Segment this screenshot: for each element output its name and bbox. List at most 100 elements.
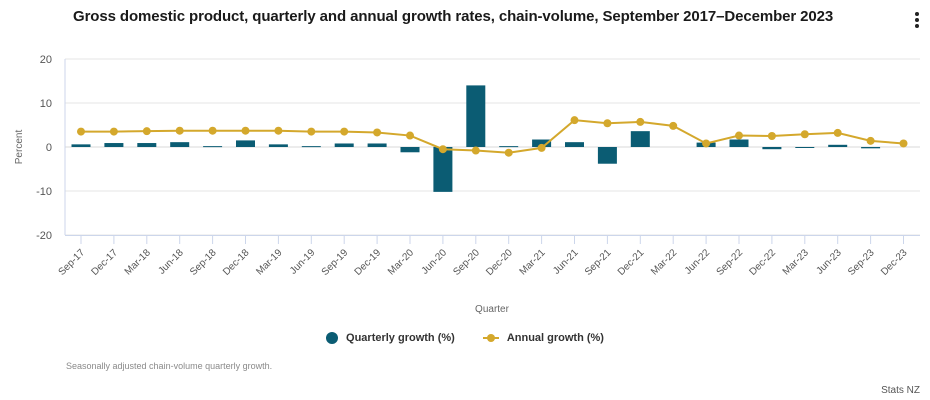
- line-marker-icon: [482, 333, 499, 343]
- bar-quarterly[interactable]: [466, 85, 486, 147]
- point-annual[interactable]: [603, 119, 612, 128]
- legend-label-quarterly: Quarterly growth (%): [346, 332, 455, 344]
- point-annual[interactable]: [373, 128, 382, 137]
- x-tick-label: Mar-19: [254, 247, 284, 277]
- point-annual[interactable]: [702, 139, 711, 148]
- bar-quarterly[interactable]: [367, 143, 387, 147]
- x-axis-label: Quarter: [475, 304, 510, 315]
- bar-quarterly[interactable]: [630, 131, 650, 147]
- point-annual[interactable]: [537, 143, 546, 152]
- y-tick-label: -20: [36, 230, 52, 242]
- point-annual[interactable]: [241, 126, 250, 135]
- y-tick-label: 0: [46, 142, 52, 154]
- point-annual[interactable]: [570, 116, 579, 125]
- y-tick-label: -10: [36, 186, 52, 198]
- x-tick-label: Jun-20: [420, 247, 450, 277]
- bars: [71, 85, 881, 192]
- x-tick-label: Jun-18: [156, 247, 186, 277]
- point-annual[interactable]: [471, 146, 480, 155]
- source-credit[interactable]: Stats NZ: [881, 385, 920, 396]
- point-annual[interactable]: [899, 139, 908, 148]
- more-vertical-icon[interactable]: [910, 12, 924, 32]
- point-annual[interactable]: [77, 127, 85, 136]
- point-annual[interactable]: [735, 131, 743, 140]
- y-axis-label: Percent: [14, 130, 25, 165]
- bar-quarterly[interactable]: [203, 146, 223, 148]
- x-axis: Sep-17 Dec-17 Mar-18 Jun-18 Sep-18 Dec-18 Mar-…: [57, 235, 920, 278]
- point-annual[interactable]: [307, 127, 316, 136]
- y-tick-label: 10: [40, 98, 52, 110]
- annual-growth-line: [81, 119, 904, 154]
- point-annual[interactable]: [833, 128, 842, 137]
- circle-marker-icon: [326, 332, 339, 344]
- x-tick-label: Jun-22: [683, 247, 713, 277]
- x-tick-label: Mar-20: [386, 247, 416, 277]
- bar-quarterly[interactable]: [861, 147, 881, 149]
- x-tick-label: Dec-22: [747, 247, 778, 278]
- point-annual[interactable]: [109, 127, 118, 136]
- bar-quarterly[interactable]: [762, 147, 782, 150]
- x-tick-label: Jun-23: [814, 247, 844, 277]
- legend-item-annual[interactable]: Annual growth (%): [482, 332, 604, 344]
- x-tick-label: Dec-19: [353, 247, 384, 278]
- bar-quarterly[interactable]: [236, 140, 255, 147]
- point-annual[interactable]: [636, 117, 645, 126]
- y-axis: 20 10 0 -10 -20: [36, 54, 52, 242]
- bar-quarterly[interactable]: [499, 146, 519, 148]
- x-tick-label: Sep-23: [846, 247, 877, 278]
- x-tick-label: Dec-21: [616, 247, 647, 278]
- bar-quarterly[interactable]: [334, 143, 354, 147]
- x-tick-label: Jun-19: [288, 247, 318, 277]
- point-annual[interactable]: [208, 126, 217, 135]
- x-tick-label: Mar-23: [781, 247, 811, 277]
- bar-quarterly[interactable]: [597, 147, 617, 164]
- point-annual[interactable]: [340, 127, 349, 136]
- bar-quarterly[interactable]: [532, 139, 552, 147]
- x-tick-label: Sep-21: [583, 247, 614, 278]
- x-tick-label: Sep-22: [715, 247, 746, 278]
- grid: [64, 58, 920, 236]
- x-tick-label: Sep-19: [320, 247, 351, 278]
- x-tick-label: Sep-18: [188, 247, 219, 278]
- x-tick-label: Dec-20: [484, 247, 515, 278]
- bar-quarterly[interactable]: [268, 144, 288, 147]
- y-tick-label: 20: [40, 54, 52, 66]
- x-tick-label: Jun-21: [551, 247, 581, 277]
- bar-quarterly[interactable]: [729, 139, 749, 147]
- point-annual[interactable]: [142, 127, 151, 136]
- chart-title: Gross domestic product, quarterly and an…: [73, 8, 834, 25]
- point-annual[interactable]: [866, 136, 875, 145]
- bar-quarterly[interactable]: [828, 144, 848, 147]
- point-annual[interactable]: [504, 148, 513, 157]
- legend-item-quarterly[interactable]: Quarterly growth (%): [326, 332, 455, 344]
- bar-quarterly[interactable]: [400, 147, 420, 153]
- x-tick-label: Dec-17: [89, 247, 120, 278]
- point-annual[interactable]: [274, 126, 283, 135]
- bar-quarterly[interactable]: [137, 143, 157, 147]
- annual-line: [77, 116, 908, 157]
- footnote: Seasonally adjusted chain-volume quarter…: [66, 361, 273, 371]
- x-tick-label: Mar-18: [123, 247, 153, 277]
- x-tick-label: Mar-21: [518, 247, 548, 277]
- x-tick-label: Mar-22: [649, 247, 679, 277]
- point-annual[interactable]: [438, 145, 447, 154]
- bar-quarterly[interactable]: [433, 147, 453, 192]
- legend: Quarterly growth (%) Annual growth (%): [0, 332, 930, 344]
- x-tick-label: Sep-17: [57, 247, 88, 278]
- bar-quarterly[interactable]: [795, 147, 815, 148]
- point-annual[interactable]: [669, 121, 678, 130]
- x-tick-label: Dec-18: [221, 247, 252, 278]
- point-annual[interactable]: [406, 131, 414, 140]
- legend-label-annual: Annual growth (%): [506, 332, 604, 344]
- bar-quarterly[interactable]: [565, 142, 584, 147]
- bar-quarterly[interactable]: [170, 142, 190, 147]
- x-tick-label: Sep-20: [451, 247, 482, 278]
- bar-quarterly[interactable]: [104, 143, 124, 147]
- point-annual[interactable]: [800, 130, 809, 139]
- bar-quarterly[interactable]: [71, 144, 91, 147]
- x-tick-label: Dec-23: [879, 247, 910, 278]
- bar-quarterly[interactable]: [301, 146, 321, 148]
- point-annual[interactable]: [175, 126, 184, 135]
- point-annual[interactable]: [767, 132, 776, 140]
